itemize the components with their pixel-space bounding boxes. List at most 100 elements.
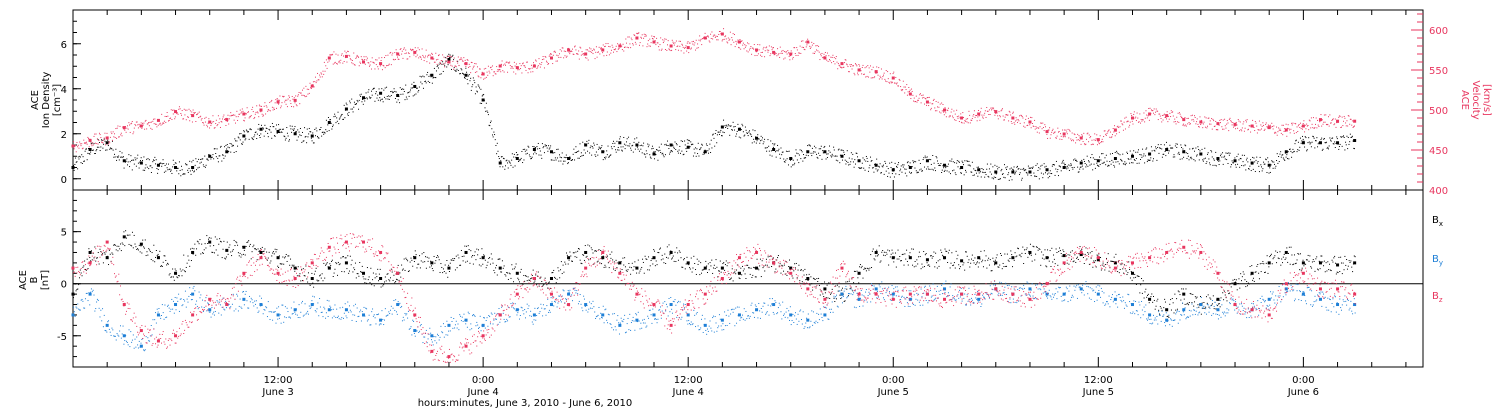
scatter-dot xyxy=(835,155,837,157)
scatter-dot xyxy=(351,259,353,261)
scatter-dot xyxy=(1091,139,1093,141)
scatter-dot xyxy=(389,277,391,279)
scatter-dot xyxy=(608,156,610,158)
scatter-dot xyxy=(215,153,217,155)
scatter-dot xyxy=(297,94,299,96)
scatter-dot xyxy=(1271,161,1273,163)
scatter-dot xyxy=(901,90,903,92)
scatter-dot xyxy=(219,126,221,128)
scatter-dot xyxy=(368,65,370,67)
scatter-dot xyxy=(211,251,213,253)
scatter-dot xyxy=(98,146,100,148)
scatter-dot xyxy=(681,266,683,268)
scatter-dot xyxy=(775,52,776,54)
scatter-dot xyxy=(159,163,161,165)
scatter-dot xyxy=(265,113,267,115)
scatter-dot xyxy=(1352,126,1354,128)
scatter-dot xyxy=(259,137,261,139)
scatter-dot xyxy=(257,128,259,130)
scatter-dot xyxy=(196,240,198,242)
scatter-dot xyxy=(617,262,619,264)
scatter-dot xyxy=(380,286,382,288)
scatter-dot xyxy=(1212,118,1214,120)
scatter-dot xyxy=(120,156,122,158)
scatter-dot xyxy=(476,66,478,68)
scatter-dot xyxy=(309,82,311,84)
scatter-dot xyxy=(408,95,410,97)
scatter-dot xyxy=(708,36,710,38)
scatter-dot xyxy=(201,118,203,120)
scatter-dot xyxy=(1243,121,1245,123)
scatter-dot xyxy=(878,166,880,168)
scatter-dot xyxy=(558,56,560,58)
scatter-dot xyxy=(401,88,403,90)
scatter-dot xyxy=(1254,161,1256,163)
scatter-dot xyxy=(1276,153,1278,155)
scatter-dot xyxy=(209,121,211,123)
scatter-dot xyxy=(1310,117,1312,119)
scatter-dot xyxy=(1327,123,1329,125)
scatter-dot xyxy=(142,122,144,124)
scatter-dot xyxy=(566,156,568,158)
scatter-dot xyxy=(779,56,781,58)
scatter-dot xyxy=(1049,137,1051,139)
scatter-dot xyxy=(1015,170,1017,172)
scatter-dot xyxy=(183,254,185,256)
scatter-dot xyxy=(243,130,245,132)
scatter-dot xyxy=(1012,168,1014,170)
scatter-dot xyxy=(657,159,659,161)
scatter-dot xyxy=(697,43,699,45)
scatter-dot xyxy=(207,159,209,161)
scatter-dot xyxy=(354,103,356,105)
scatter-dot xyxy=(914,101,916,103)
scatter-dot xyxy=(1256,156,1258,158)
scatter-dot xyxy=(457,254,459,256)
scatter-dot xyxy=(260,124,262,126)
scatter-dot xyxy=(242,246,244,248)
scatter-dot xyxy=(571,48,573,50)
scatter-dot xyxy=(1055,137,1057,139)
scatter-dot xyxy=(775,151,776,153)
scatter-dot xyxy=(606,150,608,152)
scatter-dot xyxy=(249,116,251,118)
scatter-dot xyxy=(904,172,906,174)
scatter-dot xyxy=(511,66,513,68)
scatter-dot xyxy=(1253,126,1255,128)
scatter-dot xyxy=(413,261,415,263)
scatter-dot xyxy=(360,271,362,273)
scatter-dot xyxy=(1010,121,1012,123)
scatter-dot xyxy=(304,275,306,277)
scatter-dot xyxy=(1232,122,1234,124)
scatter-dot xyxy=(1116,133,1118,135)
scatter-dot xyxy=(970,171,972,173)
scatter-dot xyxy=(1047,177,1049,179)
scatter-dot xyxy=(135,121,137,123)
scatter-dot xyxy=(330,119,332,121)
scatter-dot xyxy=(913,162,915,164)
scatter-dot xyxy=(809,144,811,146)
scatter-dot xyxy=(1101,140,1103,142)
scatter-dot xyxy=(1307,124,1309,126)
scatter-dot xyxy=(1335,126,1337,128)
scatter-dot xyxy=(698,155,700,157)
scatter-dot xyxy=(387,54,389,56)
scatter-dot xyxy=(313,86,315,88)
scatter-dot xyxy=(1088,134,1090,136)
scatter-dot xyxy=(252,138,254,140)
scatter-dot xyxy=(930,163,932,165)
scatter-dot xyxy=(1218,124,1220,126)
scatter-dot xyxy=(1292,148,1294,150)
scatter-dot xyxy=(721,135,722,137)
scatter-dot xyxy=(646,153,648,155)
scatter-dot xyxy=(958,115,960,117)
data-point xyxy=(1028,170,1032,174)
scatter-dot xyxy=(403,48,405,50)
scatter-dot xyxy=(1049,127,1051,129)
bottom-panel: -505 ACE B [nT] Bx By Bz xyxy=(18,189,1443,368)
scatter-dot xyxy=(664,38,666,40)
scatter-dot xyxy=(879,163,881,165)
scatter-dot xyxy=(1312,135,1314,137)
scatter-dot xyxy=(672,144,674,146)
scatter-dot xyxy=(216,238,218,240)
scatter-dot xyxy=(519,159,521,161)
